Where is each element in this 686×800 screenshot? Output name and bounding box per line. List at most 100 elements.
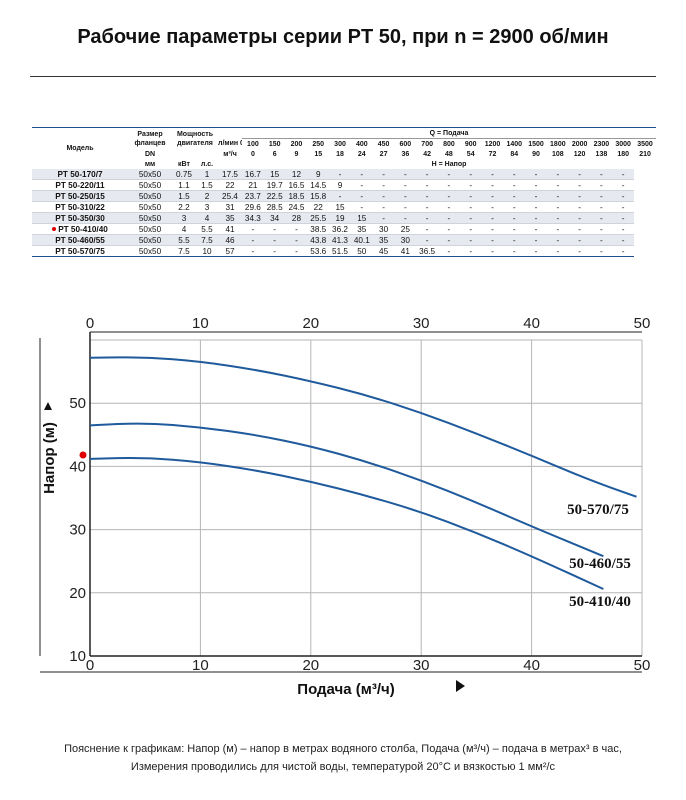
head-value-cell: - [503, 234, 526, 246]
head-value-cell: 28.5 [263, 201, 286, 213]
kw-cell: 1.5 [172, 190, 196, 202]
head-value-cell: - [329, 169, 351, 180]
head-value-cell: - [416, 201, 439, 213]
flange-cell: 50x50 [128, 223, 172, 235]
head-value-cell: - [503, 169, 526, 180]
head-value-cell: 50 [350, 245, 373, 257]
head-value-cell: - [438, 234, 460, 246]
flange-cell: 50x50 [128, 234, 172, 246]
model-cell: PT 50-310/22 [32, 201, 128, 213]
head-value-cell: - [416, 223, 439, 235]
header-power: Мощность двигателя [172, 127, 218, 149]
head-value-cell: - [546, 223, 569, 235]
head-value-cell: - [612, 201, 635, 213]
head-value-cell: 40.1 [350, 234, 373, 246]
head-value-cell: - [481, 201, 504, 213]
head-value-cell: 12 [285, 169, 308, 180]
head-value-cell: 41 [394, 245, 417, 257]
head-value-cell: 34.3 [242, 212, 264, 224]
parameters-table: Модель Размер фланцев Мощность двигателя Q = … [32, 127, 656, 257]
head-value-cell: - [459, 201, 482, 213]
head-value-cell: 30 [394, 234, 417, 246]
model-name: PT 50-250/15 [55, 191, 105, 201]
head-value-cell: - [590, 223, 613, 235]
head-value-cell: - [394, 212, 417, 224]
header-m3h-value: 24 [357, 150, 366, 158]
header-lmin-value: 600 [399, 140, 412, 148]
head-value-cell: 35 [350, 223, 373, 235]
x-tick-label-bottom: 50 [634, 657, 651, 674]
note-line-1: Пояснение к графикам: Напор (м) – напор … [64, 743, 622, 755]
head-value-cell: 19 [329, 212, 351, 224]
header-lmin-value: 3500 [637, 140, 653, 148]
head-value-cell: - [416, 179, 439, 191]
head-value-cell: - [481, 169, 504, 180]
flange-cell: 50x50 [128, 245, 172, 257]
head-value-cell: 22 [307, 201, 330, 213]
head-value-cell: - [350, 201, 373, 213]
head-value-cell: - [481, 179, 504, 191]
head-value-cell: - [568, 223, 591, 235]
head-value-cell: 25 [394, 223, 417, 235]
head-value-cell: - [350, 190, 373, 202]
model-cell: PT 50-460/55 [32, 234, 128, 246]
header-flange-dn: DN [144, 150, 156, 158]
head-value-cell: - [263, 245, 286, 257]
model-name: PT 50-570/75 [55, 246, 105, 256]
head-value-cell: - [416, 190, 439, 202]
header-lmin-value: 2300 [593, 140, 610, 148]
head-value-cell: - [459, 234, 482, 246]
head-value-cell: - [568, 190, 591, 202]
head-value-cell: - [481, 212, 504, 224]
head-value-cell: 9 [307, 169, 330, 180]
flange-cell: 50x50 [128, 179, 172, 191]
head-value-cell: - [525, 245, 547, 257]
head-value-cell: - [438, 201, 460, 213]
head-value-cell: 16.7 [242, 169, 264, 180]
curve-50-410-40 [89, 457, 604, 590]
x-tick-label-top: 20 [302, 318, 319, 332]
model-name: PT 50-410/40 [58, 224, 108, 234]
head-value-cell: 14.5 [307, 179, 330, 191]
head-value-cell: 15.8 [307, 190, 330, 202]
y-tick-label: 30 [69, 522, 86, 539]
kw-cell: 7.5 [172, 245, 196, 257]
head-value-cell: - [503, 223, 526, 235]
head-value-cell: - [438, 212, 460, 224]
kw-cell: 1.1 [172, 179, 196, 191]
head-value-cell: 38.5 [307, 223, 330, 235]
kw-cell: 2.2 [172, 201, 196, 213]
header-lmin-value: 700 [421, 140, 433, 148]
head-value-cell: 35 [372, 234, 395, 246]
head-value-cell: - [590, 179, 613, 191]
header-lmin-value: 400 [355, 140, 368, 148]
model-cell: PT 50-350/30 [32, 212, 128, 224]
head-value-cell: - [503, 245, 526, 257]
x-tick-label-bottom: 10 [192, 657, 209, 674]
head-value-cell: - [481, 223, 504, 235]
head-value-cell: - [525, 190, 547, 202]
head-value-cell: - [438, 223, 460, 235]
head-value-cell: 18.5 [285, 190, 308, 202]
head-value-cell: 53.6 [307, 245, 330, 257]
head-value-cell: - [372, 179, 395, 191]
hp-cell: 2 [196, 190, 218, 202]
header-lmin-value: 1800 [550, 140, 566, 148]
y-tick-label: 40 [69, 458, 86, 475]
head-value-cell: 46 [218, 234, 242, 246]
head-value-cell: - [438, 179, 460, 191]
table-row: PT 50-310/22 50x50 2.2 3 31 29.6 28.5 24.5 22 15-… [32, 201, 656, 213]
head-value-cell: - [525, 169, 547, 180]
head-value-cell: - [525, 179, 547, 191]
head-value-cell: - [612, 245, 635, 257]
header-m3h-value: 138 [595, 150, 608, 158]
model-cell: PT 50-170/7 [32, 169, 128, 180]
head-value-cell: - [568, 179, 591, 191]
pump-curve-chart: 0 0 10 10 20 20 30 30 40 40 50 50 10 20 30 40 50 Подача (… [0, 315, 686, 708]
flange-cell: 50x50 [128, 212, 172, 224]
head-value-cell: 34 [263, 212, 286, 224]
head-value-cell: - [394, 169, 417, 180]
hp-cell: 1.5 [196, 179, 218, 191]
head-value-cell: - [546, 190, 569, 202]
head-value-cell: 21 [242, 179, 264, 191]
